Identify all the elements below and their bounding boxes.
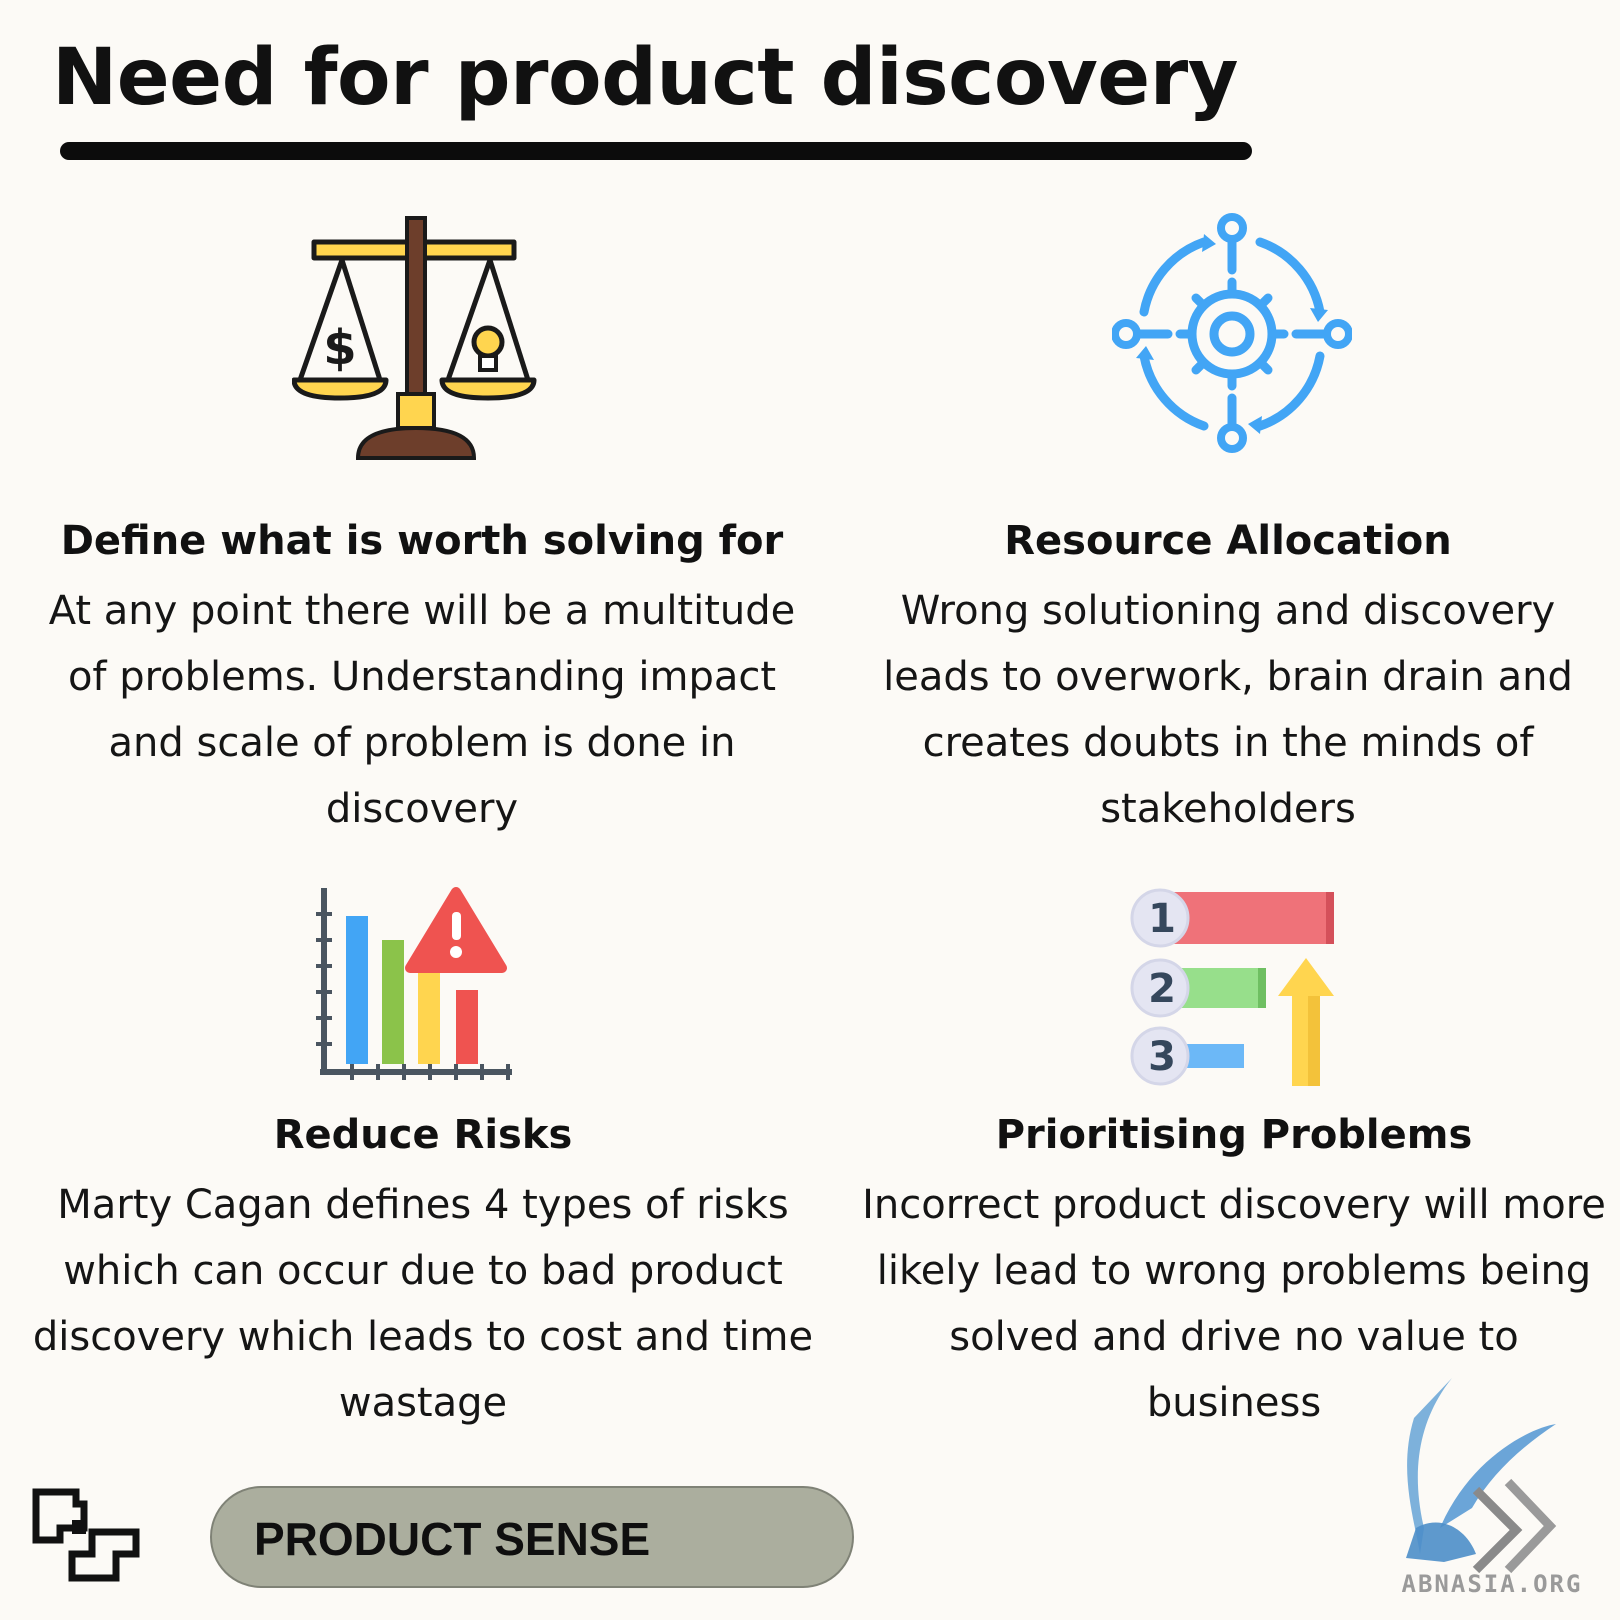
priority-list-icon: 1 2 3	[1130, 888, 1334, 1086]
title-underline	[60, 142, 1252, 160]
section-body: Incorrect product discovery will more li…	[862, 1182, 1606, 1426]
page-title: Need for product discovery	[52, 33, 1239, 123]
section-heading: Define what is worth solving for	[60, 518, 784, 564]
priority-number-2: 2	[1148, 966, 1176, 1012]
section-heading: Prioritising Problems	[995, 1112, 1473, 1158]
section-body: At any point there will be a multitude o…	[48, 588, 796, 832]
svg-text:$: $	[323, 320, 356, 376]
balance-scale-icon: $	[292, 216, 537, 460]
tag-label: PRODUCT SENSE	[254, 1513, 651, 1565]
priority-number-3: 3	[1148, 1034, 1176, 1080]
risk-chart-icon	[316, 887, 512, 1080]
section-resource-allocation: Resource Allocation Wrong solutioning an…	[856, 514, 1600, 842]
section-body: Marty Cagan defines 4 types of risks whi…	[32, 1182, 814, 1426]
section-define-worth-solving: Define what is worth solving for At any …	[20, 514, 824, 842]
pixel-logo-icon	[32, 1488, 140, 1582]
section-body: Wrong solutioning and discovery leads to…	[883, 588, 1573, 832]
section-heading: Resource Allocation	[1004, 518, 1452, 564]
griffin-watermark-icon: ABNASIA.ORG	[1402, 1378, 1583, 1598]
product-sense-tag: PRODUCT SENSE	[210, 1486, 854, 1588]
gear-cycle-icon	[1112, 213, 1352, 453]
section-prioritising-problems: Prioritising Problems Incorrect product …	[856, 1108, 1612, 1436]
priority-number-1: 1	[1148, 896, 1176, 942]
section-reduce-risks: Reduce Risks Marty Cagan defines 4 types…	[26, 1108, 820, 1436]
section-heading: Reduce Risks	[273, 1112, 573, 1158]
watermark-text: ABNASIA.ORG	[1402, 1570, 1583, 1598]
